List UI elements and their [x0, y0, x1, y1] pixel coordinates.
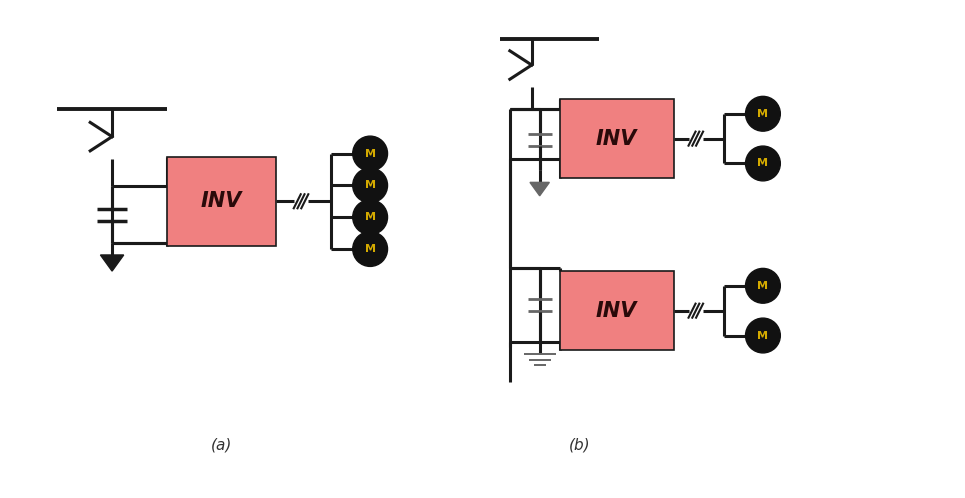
Circle shape — [746, 318, 781, 353]
Circle shape — [746, 146, 781, 181]
Polygon shape — [100, 255, 124, 271]
Text: M: M — [758, 158, 768, 168]
Circle shape — [746, 268, 781, 303]
Bar — [560, 271, 674, 351]
Text: INV: INV — [201, 191, 242, 211]
Text: M: M — [365, 180, 375, 190]
Text: M: M — [758, 331, 768, 341]
Circle shape — [353, 168, 388, 203]
Text: M: M — [758, 281, 768, 291]
Text: M: M — [365, 212, 375, 222]
Bar — [560, 99, 674, 178]
Text: M: M — [758, 109, 768, 119]
Circle shape — [353, 232, 388, 266]
Text: M: M — [365, 244, 375, 254]
Text: (a): (a) — [210, 437, 233, 452]
Bar — [167, 156, 276, 246]
Circle shape — [746, 96, 781, 131]
Circle shape — [353, 136, 388, 171]
Text: (b): (b) — [568, 437, 591, 452]
Polygon shape — [530, 182, 549, 196]
Text: INV: INV — [596, 128, 638, 148]
Circle shape — [353, 200, 388, 235]
Text: M: M — [365, 148, 375, 158]
Text: INV: INV — [596, 301, 638, 321]
